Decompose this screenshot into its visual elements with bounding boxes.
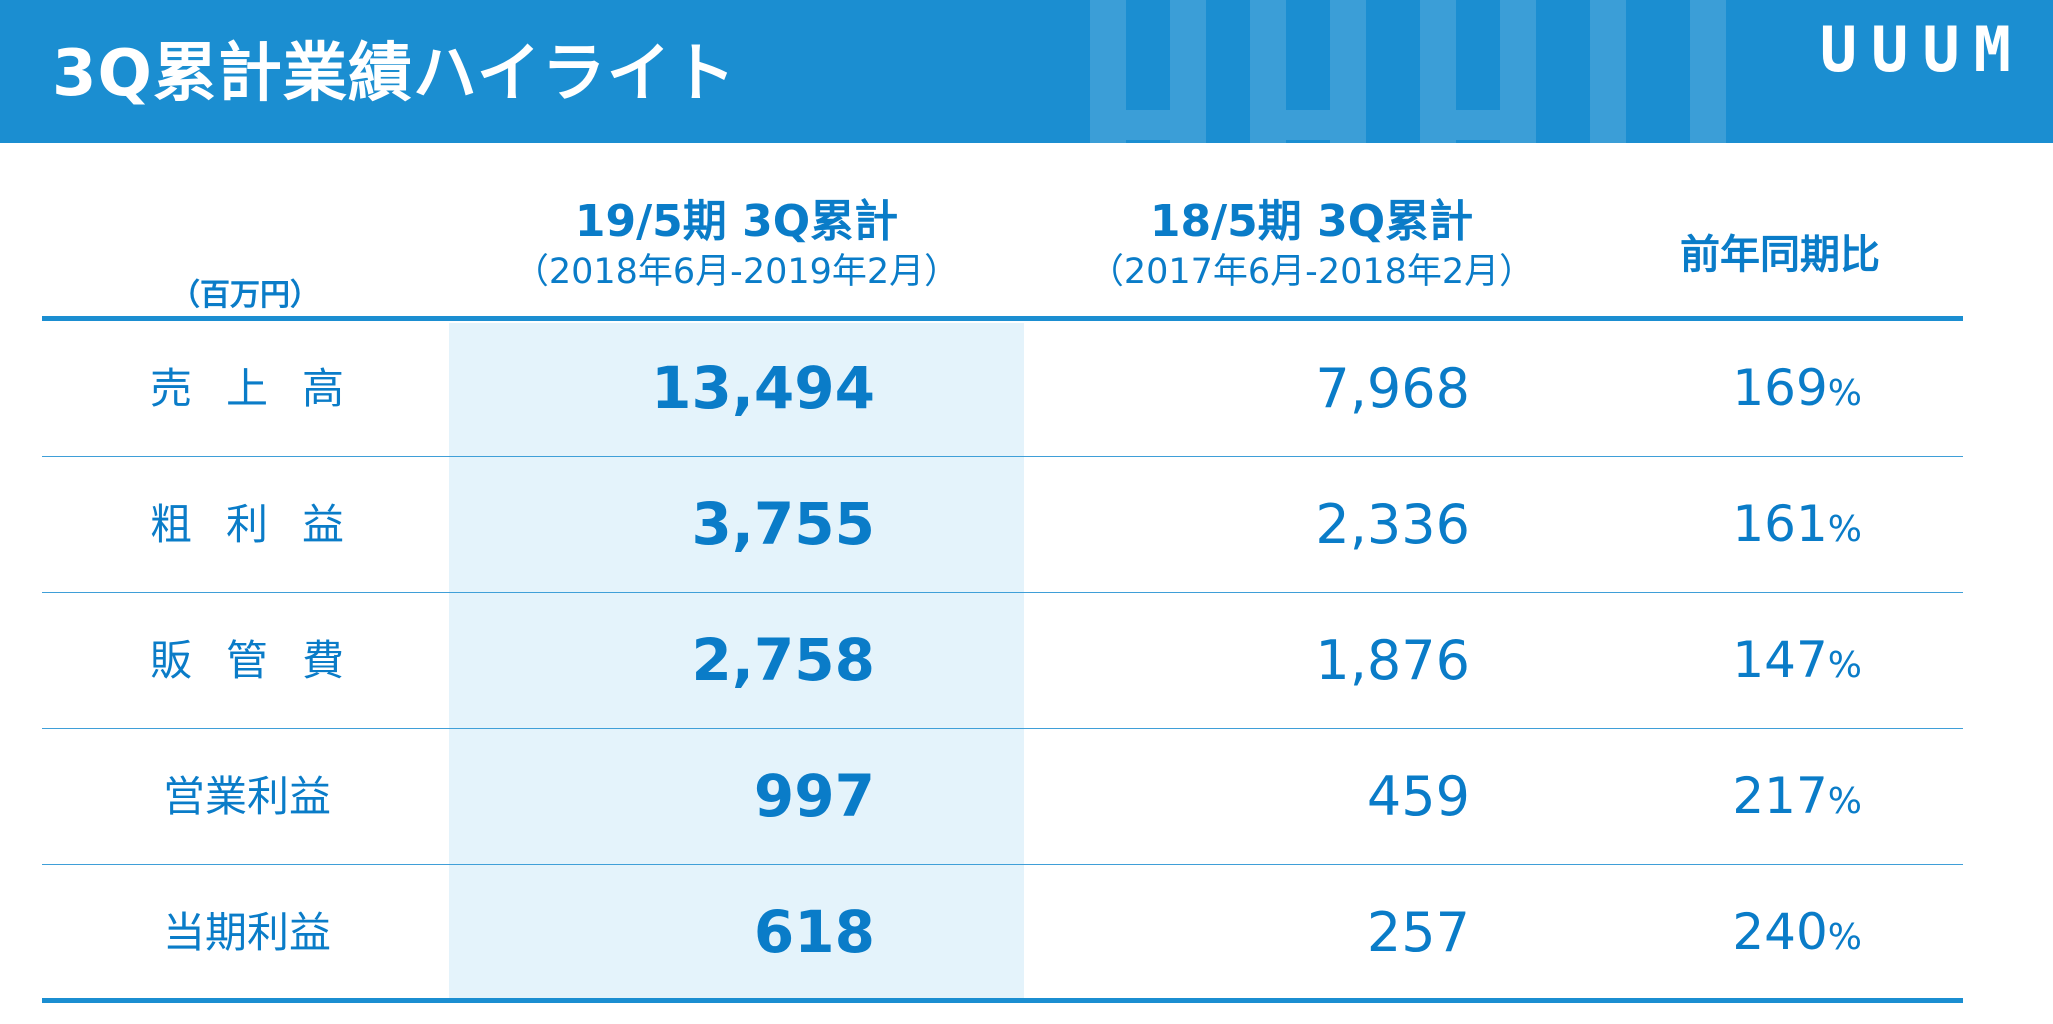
table-row-net-profit: 当期利益 618 257 240% (42, 865, 1963, 1000)
column-header-current: 19/5期 3Q累計 （2018年6月-2019年2月） (449, 196, 1024, 296)
table-row-operating-profit: 営業利益 997 459 217% (42, 729, 1963, 864)
yoy-number: 169 (1732, 359, 1828, 417)
row-label: 営業利益 (162, 772, 331, 821)
value-previous: 7,968 (1315, 357, 1470, 420)
table-top-rule (42, 316, 1963, 321)
yoy-number: 147 (1732, 631, 1828, 689)
table-row-gross-profit: 粗利益 3,755 2,336 161% (42, 457, 1963, 592)
value-current: 618 (753, 898, 875, 966)
row-label: 売上高 (149, 364, 378, 413)
logo-watermark (1090, 0, 1730, 143)
unit-label: （百万円） (170, 278, 320, 313)
row-label: 販管費 (149, 636, 378, 685)
column-header-previous: 18/5期 3Q累計 （2017年6月-2018年2月） (1024, 196, 1599, 296)
value-yoy: 161% (1642, 457, 1862, 592)
value-yoy: 240% (1642, 865, 1862, 1000)
row-divider (42, 864, 1963, 865)
yoy-number: 161 (1732, 495, 1828, 553)
value-yoy: 147% (1642, 593, 1862, 728)
table-row-sales: 売上高 13,494 7,968 169% (42, 321, 1963, 456)
percent-sign: % (1827, 781, 1862, 822)
row-divider (42, 728, 1963, 729)
column-header-yoy: 前年同期比 (1680, 232, 1880, 278)
current-period-highlight (449, 323, 1024, 998)
uuum-logo: UUUM (1819, 13, 2025, 86)
percent-sign: % (1827, 373, 1862, 414)
value-previous: 1,876 (1315, 629, 1470, 692)
value-yoy: 217% (1642, 729, 1862, 864)
row-divider (42, 592, 1963, 593)
row-label: 当期利益 (162, 908, 331, 957)
value-previous: 257 (1366, 901, 1470, 964)
table-row-sga: 販管費 2,758 1,876 147% (42, 593, 1963, 728)
column-header-current-title: 19/5期 3Q累計 (574, 196, 899, 247)
value-previous: 459 (1366, 765, 1470, 828)
value-previous: 2,336 (1315, 493, 1470, 556)
value-current: 997 (753, 762, 875, 830)
value-current: 3,755 (691, 490, 875, 558)
percent-sign: % (1827, 917, 1862, 958)
value-current: 13,494 (651, 354, 875, 422)
table-bottom-rule (42, 998, 1963, 1003)
yoy-number: 240 (1732, 903, 1828, 961)
header-bar: 3Q累計業績ハイライト UUUM (0, 0, 2053, 143)
row-divider (42, 456, 1963, 457)
column-header-previous-title: 18/5期 3Q累計 (1149, 196, 1474, 247)
row-label: 粗利益 (149, 500, 378, 549)
column-header-previous-period: （2017年6月-2018年2月） (1088, 252, 1535, 292)
column-header-current-period: （2018年6月-2019年2月） (513, 252, 960, 292)
value-current: 2,758 (691, 626, 875, 694)
percent-sign: % (1827, 509, 1862, 550)
value-yoy: 169% (1642, 321, 1862, 456)
yoy-number: 217 (1732, 767, 1828, 825)
percent-sign: % (1827, 645, 1862, 686)
page-title: 3Q累計業績ハイライト (52, 37, 737, 111)
